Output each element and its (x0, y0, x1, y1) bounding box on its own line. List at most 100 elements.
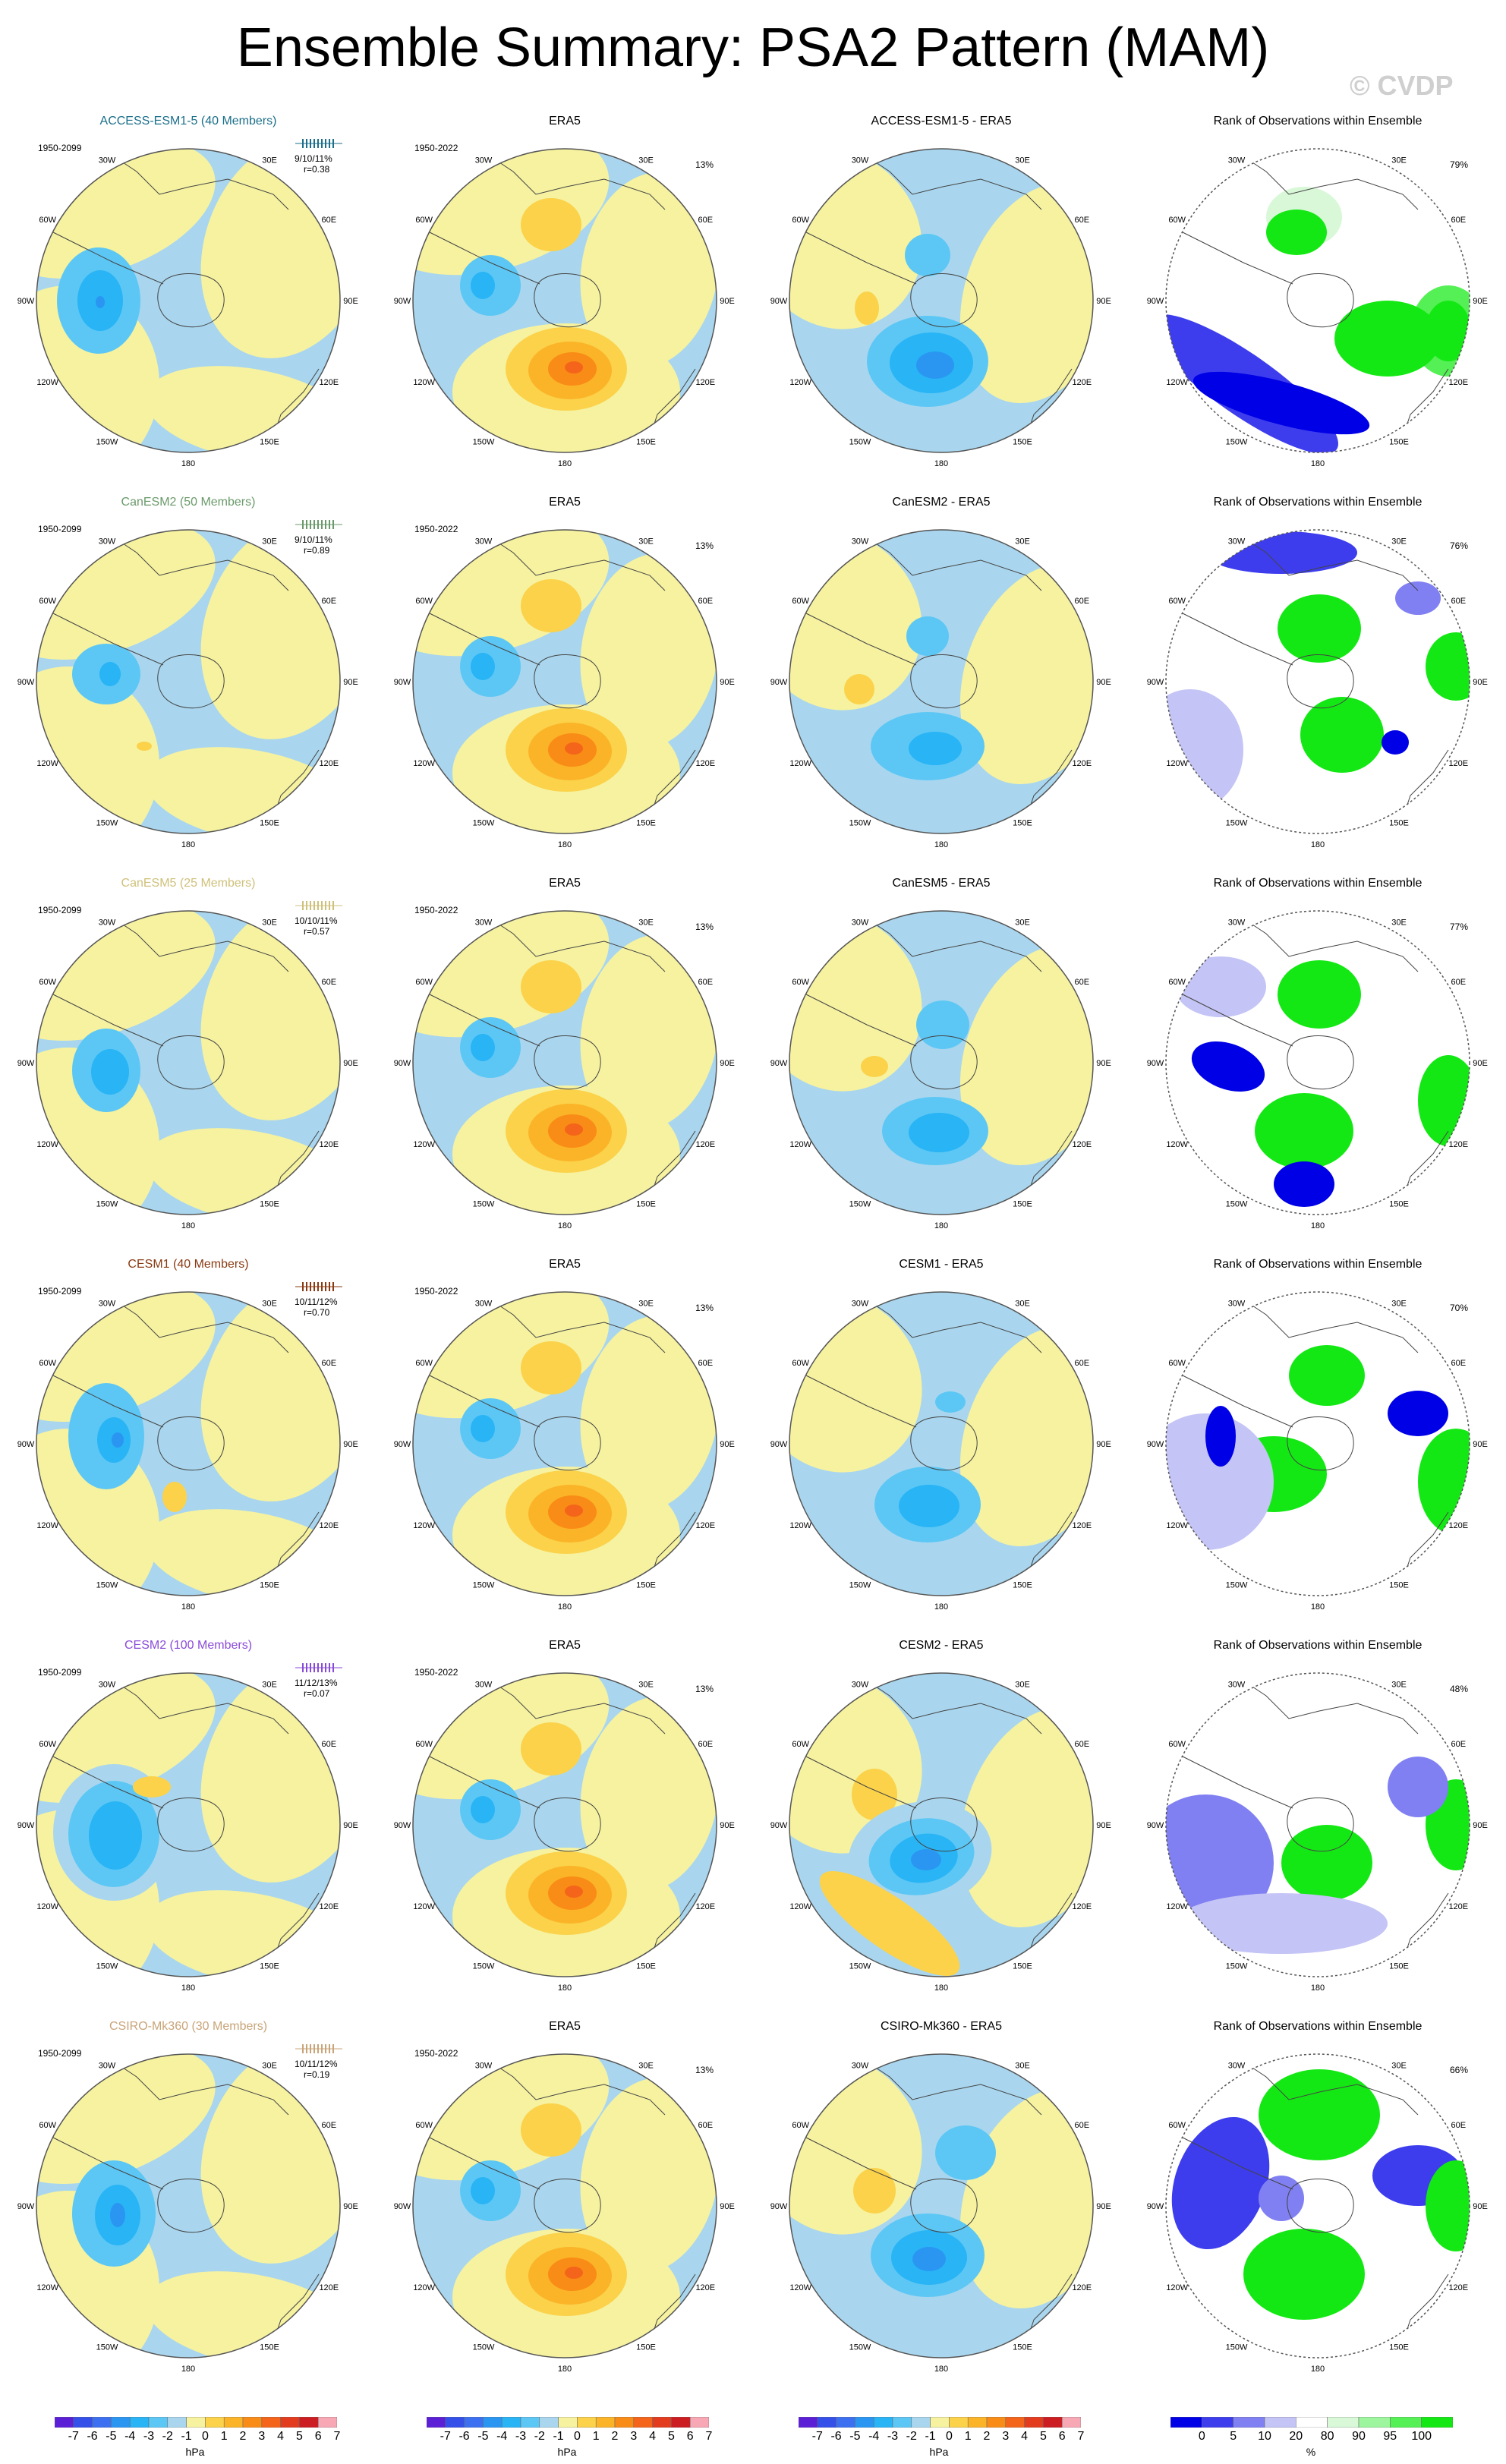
colorbar-tick-label: 90 (1352, 2430, 1366, 2443)
africa-coastline (1243, 537, 1419, 591)
longitude-label: 30E (262, 2062, 277, 2071)
longitude-label: 60W (39, 2121, 56, 2130)
contour-region (844, 674, 874, 704)
colorbar-swatch (967, 2416, 988, 2428)
pattern-correlation: r=0.07 (304, 1688, 330, 1699)
longitude-label: 60E (1075, 2121, 1090, 2130)
south-america-coastline (1182, 1756, 1293, 1809)
longitude-label: 180 (181, 2365, 195, 2374)
map-field (789, 1673, 1093, 1977)
map-field (36, 1673, 340, 1977)
longitude-label: 30W (475, 156, 493, 165)
longitude-label: 150E (1389, 818, 1409, 827)
antarctica-coastline (1287, 1798, 1354, 1852)
longitude-label: 120W (36, 1140, 58, 1149)
longitude-label: 150W (96, 1199, 118, 1208)
longitude-label: 120W (1166, 378, 1188, 387)
longitude-label: 60E (1075, 597, 1090, 606)
pattern-correlation: r=0.19 (304, 2069, 330, 2080)
map-border (36, 1291, 341, 1596)
panel-model: CSIRO-Mk360 (30 Members) 0 30E 60E 90E 120E 15… (0, 2019, 376, 2402)
longitude-label: 120E (319, 378, 339, 387)
colorbar-swatch (261, 2416, 281, 2428)
longitude-label: 30W (475, 537, 493, 547)
panel-title: CanESM2 - ERA5 (892, 496, 991, 509)
map-border (36, 148, 341, 453)
panel-model: CanESM2 (50 Members) 0 30E 60E 90E 120E 150E 18… (0, 495, 376, 878)
contour-region (935, 2125, 996, 2180)
pattern-correlation: r=0.89 (304, 545, 330, 556)
map-field (1166, 1292, 1470, 1596)
longitude-label: 120E (1448, 378, 1468, 387)
variance-label: 13% (695, 2065, 714, 2075)
contour-region (1259, 2176, 1304, 2221)
polar-map: 0 30E 60E 90E 120E 150E 180 150W 120W 90W 60W 30W (770, 522, 1111, 849)
variance-label: 13% (695, 540, 714, 551)
variance-label: 13% (695, 1684, 714, 1694)
polar-map: 0 30E 60E 90E 120E 150E 180 150W 120W 90W 60W 30W (17, 2047, 358, 2374)
longitude-label: 120W (1166, 1140, 1188, 1149)
longitude-label: 150E (1013, 2343, 1032, 2352)
panel-model: CanESM5 (25 Members) 0 30E 60E 90E 120E 150E 18… (0, 876, 376, 1259)
panel-title: CESM2 - ERA5 (899, 1639, 984, 1652)
africa-coastline (113, 156, 289, 210)
longitude-label: 60E (698, 978, 714, 987)
longitude-label: 30E (1391, 2062, 1407, 2071)
colorbar-swatch (1421, 2416, 1454, 2428)
polar-map: 0 30E 60E 90E 120E 150E 180 150W 120W 90W 60W 30W (1147, 141, 1488, 468)
longitude-label: 30W (852, 2062, 869, 2071)
africa-coastline (113, 1299, 289, 1353)
period-label: 1950-2022 (414, 1667, 458, 1678)
polar-map: 0 30E 60E 90E 120E 150E 180 150W 120W 90W 60W 30W (17, 1665, 358, 1993)
africa-coastline (113, 537, 289, 591)
map-field (1166, 530, 1470, 833)
longitude-label: 30E (638, 537, 654, 547)
panel-diff: CESM2 - ERA5 0 30E 60E 90E 120E 150E 180 150W 120… (753, 1638, 1130, 2021)
colorbar-tick-label: 1 (964, 2430, 972, 2443)
pattern-correlation: r=0.38 (304, 164, 330, 175)
contour-region (565, 1505, 583, 1517)
antarctica-coastline (157, 273, 225, 328)
map-field (36, 911, 340, 1215)
longitude-label: 150E (1389, 1199, 1409, 1208)
longitude-label: 180 (181, 459, 195, 468)
longitude-label: 150W (1226, 437, 1248, 446)
colorbar-swatch (464, 2416, 484, 2428)
longitude-label: 90E (1473, 297, 1488, 306)
longitude-label: 90W (770, 1059, 788, 1068)
variance-range: 10/11/12% (295, 1297, 338, 1307)
longitude-label: 120E (319, 1521, 339, 1530)
colorbar-swatch (148, 2416, 169, 2428)
longitude-label: 120E (319, 759, 339, 768)
panel-title: ERA5 (549, 2020, 581, 2033)
longitude-label: 30W (99, 2062, 116, 2071)
period-label: 1950-2099 (38, 524, 82, 534)
longitude-label: 60E (322, 978, 337, 987)
longitude-label: 30W (1228, 156, 1246, 165)
longitude-label: 120W (789, 1140, 811, 1149)
panel-title: CanESM2 (50 Members) (121, 496, 256, 509)
colorbar-swatch (501, 2416, 521, 2428)
colorbar-tick-label: 5 (1230, 2430, 1237, 2443)
map-field (789, 911, 1093, 1215)
antarctica-coastline (157, 1416, 225, 1471)
antarctica-coastline (1287, 1416, 1354, 1471)
longitude-label: 150W (96, 1961, 118, 1971)
africa-coastline (113, 2061, 289, 2116)
contour-region (1251, 1719, 1372, 1810)
longitude-label: 120W (1166, 1902, 1188, 1911)
polar-map: 0 30E 60E 90E 120E 150E 180 150W 120W 90W 60W 30W (1147, 1665, 1488, 1993)
south-america-coastline (52, 613, 164, 666)
map-field (36, 149, 340, 452)
colorbar-tick-label: -2 (162, 2430, 173, 2443)
map-field (36, 530, 340, 833)
longitude-label: 30E (1015, 2062, 1030, 2071)
longitude-label: 150E (1013, 1580, 1032, 1590)
longitude-label: 150E (260, 1961, 279, 1971)
panel-title: CESM1 - ERA5 (899, 1258, 984, 1271)
contour-region (521, 960, 581, 1013)
africa-coastline (490, 1299, 666, 1353)
polar-map: 0 30E 60E 90E 120E 150E 180 150W 120W 90W 60W 30W (394, 903, 735, 1230)
antarctica-coastline (534, 1035, 601, 1090)
longitude-label: 60E (1451, 2121, 1467, 2130)
